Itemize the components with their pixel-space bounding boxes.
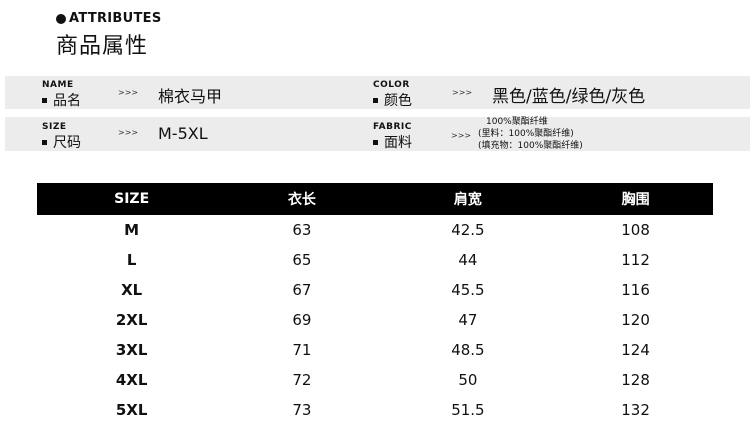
arrow-text: >>>	[118, 88, 139, 97]
table-cell: 71	[292, 341, 312, 359]
table-cell: 47	[458, 311, 478, 329]
table-row: 5XL 73 51.5 132	[37, 395, 713, 425]
table-cell: 42.5	[451, 221, 485, 239]
column-header: 肩宽	[377, 183, 559, 215]
square-bullet-icon	[42, 97, 47, 103]
table-cell: 44	[458, 251, 478, 269]
table-row: M 63 42.5 108	[37, 215, 713, 245]
table-row: 2XL 69 47 120	[37, 305, 713, 335]
attr-label-en: COLOR	[373, 80, 410, 90]
table-cell: 48.5	[451, 341, 485, 359]
table-cell: 45.5	[451, 281, 485, 299]
table-cell: 5XL	[115, 401, 148, 419]
attr-color-label: COLOR 颜色	[373, 80, 412, 110]
table-cell: 63	[292, 221, 312, 239]
table-cell: 69	[292, 311, 312, 329]
table-cell: 112	[621, 251, 650, 269]
table-row: XL 67 45.5 116	[37, 275, 713, 305]
attr-color-value: 黑色/蓝色/绿色/灰色	[492, 87, 646, 107]
table-cell: 128	[621, 371, 650, 389]
table-cell: 116	[621, 281, 650, 299]
attr-fabric-label: FABRIC 面料	[373, 122, 412, 152]
section-title-en: ATTRIBUTES	[56, 11, 162, 26]
attr-label-cn: 品名	[53, 93, 81, 109]
attr-label-cn: 尺码	[53, 135, 81, 151]
section-title-cn: 商品属性	[56, 34, 149, 59]
size-table: SIZE 衣长 肩宽 胸围 M 63 42.5 108 L 65 44 112 XL 67 45.5…	[37, 183, 713, 425]
table-cell: 124	[621, 341, 650, 359]
column-header: SIZE	[37, 183, 227, 215]
attr-label-en: FABRIC	[373, 122, 412, 132]
table-cell: 72	[292, 371, 312, 389]
column-header: 胸围	[558, 183, 713, 215]
attr-label-cn: 颜色	[384, 93, 412, 109]
table-cell: 51.5	[451, 401, 485, 419]
attr-label-en: SIZE	[42, 122, 67, 132]
attr-name-value: 棉衣马甲	[158, 87, 223, 106]
table-cell: 120	[621, 311, 650, 329]
bullet-icon	[56, 13, 66, 24]
attr-name-label: NAME 品名	[42, 80, 81, 110]
table-cell: 132	[621, 401, 650, 419]
table-cell: M	[124, 221, 140, 239]
table-cell: 50	[458, 371, 478, 389]
table-row: 3XL 71 48.5 124	[37, 335, 713, 365]
arrow-text: >>>	[118, 128, 139, 137]
table-cell: 65	[292, 251, 312, 269]
arrow-text: >>>	[452, 88, 473, 97]
fabric-line: 100%聚酯纤维	[486, 117, 548, 127]
fabric-line: (里料：100%聚酯纤维)	[478, 129, 574, 139]
table-row: 4XL 72 50 128	[37, 365, 713, 395]
square-bullet-icon	[373, 139, 378, 145]
square-bullet-icon	[42, 139, 47, 145]
attr-label-cn: 面料	[384, 135, 412, 151]
attr-size-label: SIZE 尺码	[42, 122, 81, 152]
column-header: 衣长	[226, 183, 378, 215]
square-bullet-icon	[373, 97, 378, 103]
attr-fabric-value: 100%聚酯纤维 (里料：100%聚酯纤维) (填充物：100%聚酯纤维)	[478, 116, 583, 152]
table-row: L 65 44 112	[37, 245, 713, 275]
fabric-line: (填充物：100%聚酯纤维)	[478, 141, 583, 151]
table-cell: 67	[292, 281, 312, 299]
attr-label-en: NAME	[42, 80, 74, 90]
table-cell: 4XL	[115, 371, 148, 389]
table-cell: L	[126, 251, 137, 269]
attribute-band-1	[5, 76, 750, 109]
table-header-row: SIZE 衣长 肩宽 胸围	[37, 183, 713, 215]
table-cell: 108	[621, 221, 650, 239]
arrow-text: >>>	[451, 131, 472, 140]
table-cell: 73	[292, 401, 312, 419]
title-en-text: ATTRIBUTES	[69, 11, 162, 26]
table-cell: 2XL	[115, 311, 148, 329]
table-cell: 3XL	[115, 341, 148, 359]
attribute-band-2	[5, 117, 750, 151]
attr-size-value: M-5XL	[158, 124, 208, 143]
table-cell: XL	[121, 281, 143, 299]
